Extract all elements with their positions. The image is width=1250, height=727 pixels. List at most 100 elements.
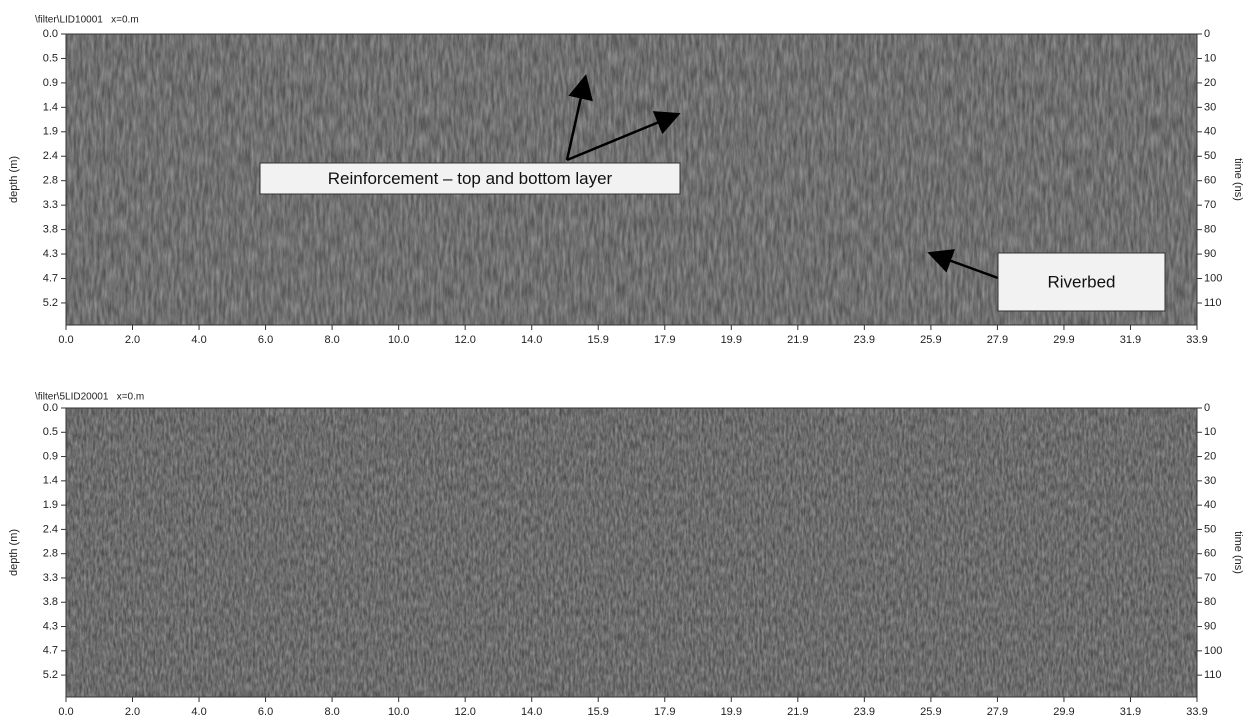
y2-tick-label: 70 xyxy=(1204,199,1216,211)
x-tick-label: 27.9 xyxy=(987,334,1008,346)
x-tick-label: 27.9 xyxy=(987,706,1008,718)
x-tick-label: 12.0 xyxy=(454,334,475,346)
x-tick-label: 29.9 xyxy=(1053,706,1074,718)
x-tick-label: 17.9 xyxy=(654,334,675,346)
x-tick-label: 6.0 xyxy=(258,706,273,718)
y2-axis-label: time (ns) xyxy=(1232,158,1244,201)
y2-tick-label: 30 xyxy=(1204,475,1216,487)
y-tick-label: 0.5 xyxy=(43,426,58,438)
x-tick-label: 15.9 xyxy=(588,706,609,718)
x-tick-label: 14.0 xyxy=(521,334,542,346)
annotation-arrow xyxy=(566,111,681,162)
x-tick-label: 2.0 xyxy=(125,334,140,346)
y-tick-label: 0.9 xyxy=(43,450,58,462)
y-tick-label: 3.3 xyxy=(43,199,58,211)
x-tick-label: 8.0 xyxy=(324,334,339,346)
x-tick-label: 2.0 xyxy=(125,706,140,718)
y-tick-label: 2.4 xyxy=(43,523,58,535)
y-tick-label: 1.9 xyxy=(43,499,58,511)
x-tick-label: 25.9 xyxy=(920,706,941,718)
y-tick-label: 3.8 xyxy=(43,223,58,235)
x-tick-label: 15.9 xyxy=(588,334,609,346)
x-tick-label: 23.9 xyxy=(854,706,875,718)
x-tick-label: 4.0 xyxy=(191,706,206,718)
panel-title: \filter\LID10001 x=0.m xyxy=(35,15,139,26)
x-tick-label: 19.9 xyxy=(721,334,742,346)
y-tick-label: 1.9 xyxy=(43,126,58,138)
x-tick-label: 6.0 xyxy=(258,334,273,346)
y-tick-label: 4.3 xyxy=(43,620,58,632)
y-tick-label: 0.9 xyxy=(43,77,58,89)
y-tick-label: 4.3 xyxy=(43,248,58,260)
plot-frame xyxy=(65,33,1198,326)
y2-tick-label: 90 xyxy=(1204,248,1216,260)
y-tick-label: 5.2 xyxy=(43,297,58,309)
y2-tick-label: 100 xyxy=(1204,272,1222,284)
y2-tick-label: 80 xyxy=(1204,596,1216,608)
x-tick-label: 17.9 xyxy=(654,706,675,718)
y-tick-label: 0.0 xyxy=(43,402,58,414)
y2-tick-label: 110 xyxy=(1204,297,1222,309)
y2-tick-label: 0 xyxy=(1204,28,1210,40)
x-tick-label: 31.9 xyxy=(1120,334,1141,346)
x-tick-label: 0.0 xyxy=(58,706,73,718)
y-tick-label: 0.5 xyxy=(43,52,58,64)
x-tick-label: 12.0 xyxy=(454,706,475,718)
y2-tick-label: 110 xyxy=(1204,669,1222,681)
y2-tick-label: 80 xyxy=(1204,224,1216,236)
y-tick-label: 0.0 xyxy=(43,28,58,40)
x-tick-label: 25.9 xyxy=(920,334,941,346)
y2-tick-label: 10 xyxy=(1204,426,1216,438)
x-tick-label: 33.9 xyxy=(1186,706,1207,718)
y2-tick-label: 20 xyxy=(1204,450,1216,462)
y2-tick-label: 90 xyxy=(1204,620,1216,632)
x-tick-label: 23.9 xyxy=(854,334,875,346)
y2-tick-label: 20 xyxy=(1204,77,1216,89)
annotation-arrow xyxy=(565,74,593,161)
x-tick-label: 10.0 xyxy=(388,706,409,718)
x-tick-label: 33.9 xyxy=(1186,334,1207,346)
y-tick-label: 3.8 xyxy=(43,596,58,608)
y-axis-label: depth (m) xyxy=(8,529,20,576)
y-tick-label: 2.8 xyxy=(43,548,58,560)
y2-tick-label: 100 xyxy=(1204,645,1222,657)
plot-frame xyxy=(65,407,1198,698)
y-tick-label: 2.8 xyxy=(43,175,58,187)
y-tick-label: 5.2 xyxy=(43,669,58,681)
y2-tick-label: 60 xyxy=(1204,548,1216,560)
y-axis-label: depth (m) xyxy=(8,156,20,203)
annotation-text: Reinforcement – top and bottom layer xyxy=(328,169,613,188)
y-tick-label: 4.7 xyxy=(43,272,58,284)
panel-title: \filter\5LID20001 x=0.m xyxy=(35,392,144,403)
y2-tick-label: 40 xyxy=(1204,126,1216,138)
y2-tick-label: 50 xyxy=(1204,150,1216,162)
x-tick-label: 8.0 xyxy=(324,706,339,718)
y2-axis-label: time (ns) xyxy=(1232,531,1244,574)
y2-tick-label: 30 xyxy=(1204,101,1216,113)
y2-tick-label: 40 xyxy=(1204,499,1216,511)
y-tick-label: 1.4 xyxy=(43,101,58,113)
annotation-text: Riverbed xyxy=(1047,272,1115,291)
y2-tick-label: 70 xyxy=(1204,572,1216,584)
y2-tick-label: 10 xyxy=(1204,52,1216,64)
annotation-box xyxy=(259,162,681,195)
x-tick-label: 21.9 xyxy=(787,334,808,346)
x-tick-label: 29.9 xyxy=(1053,334,1074,346)
x-tick-label: 4.0 xyxy=(191,334,206,346)
radargram-texture xyxy=(66,408,1197,697)
y-tick-label: 1.4 xyxy=(43,475,58,487)
y-tick-label: 2.4 xyxy=(43,150,58,162)
y2-tick-label: 50 xyxy=(1204,523,1216,535)
x-tick-label: 14.0 xyxy=(521,706,542,718)
annotation-arrow xyxy=(927,249,999,280)
x-tick-label: 21.9 xyxy=(787,706,808,718)
annotation-box xyxy=(997,252,1166,312)
y-tick-label: 3.3 xyxy=(43,572,58,584)
y2-tick-label: 60 xyxy=(1204,175,1216,187)
y2-tick-label: 0 xyxy=(1204,402,1210,414)
x-tick-label: 31.9 xyxy=(1120,706,1141,718)
x-tick-label: 0.0 xyxy=(58,334,73,346)
y-tick-label: 4.7 xyxy=(43,645,58,657)
x-tick-label: 19.9 xyxy=(721,706,742,718)
